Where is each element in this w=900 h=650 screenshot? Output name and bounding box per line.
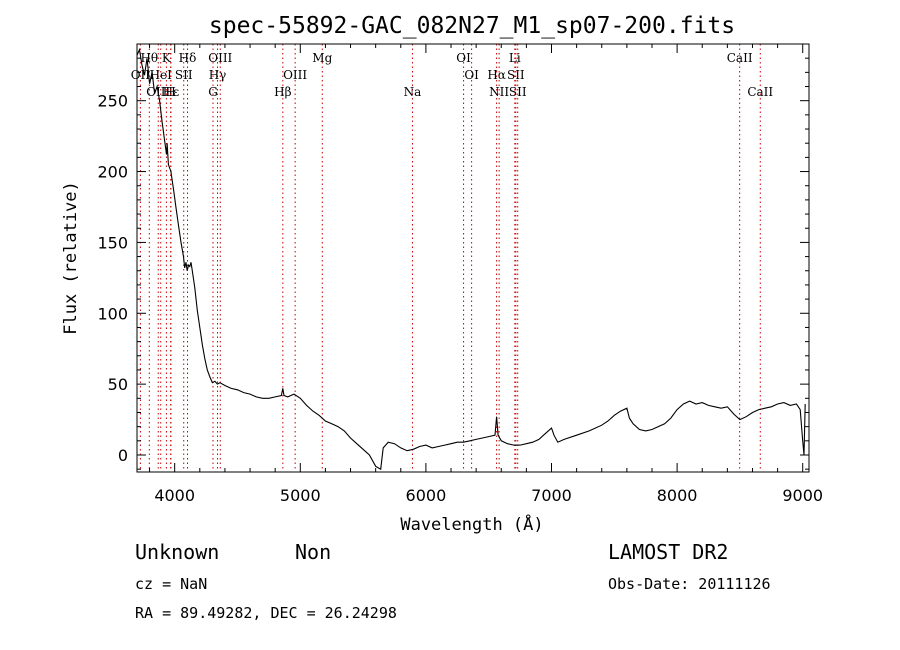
- y-tick-label: 150: [97, 233, 128, 252]
- line-marker-label: CaII: [747, 85, 773, 99]
- line-marker-label: OI: [464, 68, 479, 82]
- line-marker-label: Na: [404, 85, 422, 99]
- line-marker-label: Mg: [312, 51, 332, 65]
- line-marker-label: Hθ: [140, 51, 158, 65]
- y-tick-label: 0: [118, 446, 128, 465]
- line-marker-label: H: [165, 85, 175, 99]
- line-marker-label: Hα: [487, 68, 506, 82]
- x-tick-label: 7000: [531, 486, 572, 505]
- spectrum-line: [136, 47, 806, 471]
- y-tick-label: 200: [97, 163, 128, 182]
- x-tick-label: 4000: [154, 486, 195, 505]
- line-marker-label: SII: [507, 68, 525, 82]
- y-tick-label: 250: [97, 92, 128, 111]
- coordinates-text: RA = 89.49282, DEC = 26.24298: [135, 604, 397, 622]
- line-marker-label: OII: [131, 68, 151, 82]
- x-tick-label: 5000: [280, 486, 321, 505]
- x-tick-label: 6000: [406, 486, 447, 505]
- y-tick-label: 50: [108, 375, 128, 394]
- x-tick-label: 8000: [657, 486, 698, 505]
- redshift-text: cz = NaN: [135, 575, 208, 593]
- x-axis-label: Wavelength (Å): [400, 513, 543, 535]
- line-marker-label: OIII: [208, 51, 232, 65]
- y-axis-label: Flux (relative): [61, 181, 81, 335]
- line-marker-label: Li: [509, 51, 521, 65]
- line-marker-label: HeI: [150, 68, 173, 82]
- line-marker-label: OIII: [283, 68, 307, 82]
- chart-title: spec-55892-GAC_082N27_M1_sp07-200.fits: [209, 13, 735, 39]
- line-marker-label: SII: [509, 85, 527, 99]
- line-marker-label: SII: [175, 68, 193, 82]
- x-axis: 4000 5000 6000 7000 8000 9000: [149, 44, 823, 505]
- line-marker-label: Hγ: [209, 68, 227, 82]
- line-marker-label: OI: [456, 51, 471, 65]
- obs-date-text: Obs-Date: 20111126: [608, 575, 771, 593]
- line-marker-label: G: [208, 85, 218, 99]
- line-marker-label: K: [162, 51, 172, 65]
- class-label: Unknown: [135, 540, 220, 564]
- line-marker-label: Hβ: [274, 85, 291, 99]
- x-tick-label: 9000: [782, 486, 823, 505]
- plot-frame: [136, 43, 810, 473]
- subclass-label: Non: [295, 540, 332, 564]
- line-marker-label: Hε: [163, 85, 180, 99]
- line-marker-label: NII: [489, 85, 509, 99]
- y-tick-label: 100: [97, 304, 128, 323]
- survey-label: LAMOST DR2: [608, 540, 729, 564]
- line-marker-label: CaII: [727, 51, 753, 65]
- line-marker-label: Hδ: [179, 51, 197, 65]
- y-axis: 0 50 100 150 200 250: [97, 57, 809, 470]
